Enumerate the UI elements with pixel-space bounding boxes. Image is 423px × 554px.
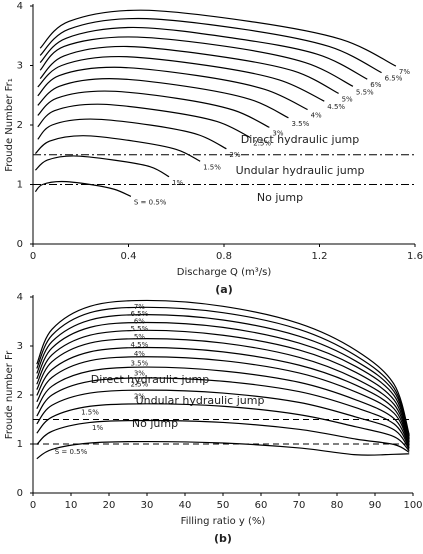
y-tick-label: 2 xyxy=(17,120,23,131)
curve xyxy=(36,440,410,460)
caption: (a) xyxy=(215,283,232,296)
curve-label: 4% xyxy=(134,350,145,358)
y-tick-label: 2 xyxy=(17,390,23,401)
y-tick-label: 4 xyxy=(17,292,23,303)
region-label: No jump xyxy=(132,417,178,430)
x-tick-label: 80 xyxy=(331,500,344,511)
region-label: Direct hydraulic jump xyxy=(91,373,210,386)
curve xyxy=(37,55,325,102)
curve xyxy=(36,321,410,440)
caption: (b) xyxy=(214,532,232,545)
curve-label: 6.5% xyxy=(385,75,403,83)
x-tick-label: 20 xyxy=(103,500,116,511)
curve-label: 3% xyxy=(272,129,283,137)
curve-label: 4% xyxy=(311,112,322,120)
curve xyxy=(34,155,170,178)
curve-label: S = 0.5% xyxy=(134,198,167,206)
y-tick-label: 0 xyxy=(17,239,23,250)
region-label: Undular hydraulic jump xyxy=(236,164,365,177)
curve-label: 1% xyxy=(172,179,183,187)
curve xyxy=(36,314,410,438)
curve xyxy=(39,26,368,80)
x-tick-label: 90 xyxy=(369,500,382,511)
x-tick-label: 100 xyxy=(403,500,422,511)
curve xyxy=(37,77,289,119)
region-label: No jump xyxy=(257,191,303,204)
curve-label: 6.5% xyxy=(131,310,149,318)
curve xyxy=(36,299,410,435)
x-tick-label: 70 xyxy=(293,500,306,511)
x-tick-label: 1.2 xyxy=(312,251,328,262)
curve xyxy=(36,356,410,446)
x-tick-label: 60 xyxy=(255,500,268,511)
curve xyxy=(34,135,201,162)
curve xyxy=(36,346,410,444)
curve-label: 4.5% xyxy=(327,103,345,111)
x-tick-label: 0 xyxy=(30,251,36,262)
curve-label: 2.5% xyxy=(131,380,149,388)
curve-label: 3.5% xyxy=(131,359,149,367)
y-tick-label: 3 xyxy=(17,341,23,352)
x-tick-label: 40 xyxy=(179,500,192,511)
x-tick-label: 10 xyxy=(65,500,78,511)
y-tick-label: 1 xyxy=(17,180,23,191)
y-axis-label: Froude number Fr xyxy=(4,350,15,439)
curve xyxy=(36,366,410,447)
curve-label: 3.5% xyxy=(291,120,309,128)
curve xyxy=(37,66,308,111)
x-axis-label: Discharge Q (m³/s) xyxy=(177,267,272,278)
x-tick-label: 0.4 xyxy=(121,251,137,262)
curve-label: 1% xyxy=(92,424,103,432)
curve xyxy=(36,419,410,453)
curve-label: 2.5% xyxy=(253,139,271,147)
region-label: Direct hydraulic jump xyxy=(241,133,360,146)
curve-label: 5.5% xyxy=(356,88,374,96)
curve-label: 7% xyxy=(134,303,145,311)
curve xyxy=(39,45,339,95)
x-tick-label: 1.6 xyxy=(407,251,423,262)
curve-label: 6% xyxy=(134,317,145,325)
curve xyxy=(39,17,382,74)
x-tick-label: 0 xyxy=(30,500,36,511)
curve-label: 7% xyxy=(399,68,410,76)
curve-label: 1.5% xyxy=(81,408,99,416)
curve-label: 4.5% xyxy=(131,341,149,349)
curve xyxy=(34,180,132,197)
y-tick-label: 4 xyxy=(17,1,23,12)
curve xyxy=(36,389,410,450)
curve-label: 3% xyxy=(134,370,145,378)
curve xyxy=(39,9,397,67)
curve xyxy=(37,118,227,150)
curve xyxy=(36,403,410,452)
curve-label: 6% xyxy=(370,81,381,89)
y-tick-label: 3 xyxy=(17,61,23,72)
curve xyxy=(36,338,410,443)
x-tick-label: 0.8 xyxy=(216,251,232,262)
curve-label: 5% xyxy=(342,95,353,103)
curve xyxy=(36,306,410,437)
curve xyxy=(37,90,270,128)
curve-label: S = 0.5% xyxy=(55,448,88,456)
y-tick-label: 0 xyxy=(17,488,23,499)
y-tick-label: 1 xyxy=(17,439,23,450)
curve-label: 5% xyxy=(134,333,145,341)
curve xyxy=(36,329,410,441)
curve-label: 2% xyxy=(134,392,145,400)
x-tick-label: 50 xyxy=(217,500,230,511)
curve-label: 5.5% xyxy=(131,325,149,333)
x-tick-label: 30 xyxy=(141,500,154,511)
x-axis-label: Filling ratio y (%) xyxy=(181,516,266,527)
curve xyxy=(36,377,410,449)
y-axis-label: Froude Number Fr₁ xyxy=(4,78,15,172)
curve xyxy=(37,103,251,139)
curve-label: 2% xyxy=(229,151,240,159)
curve-label: 1.5% xyxy=(203,163,221,171)
curve xyxy=(39,36,354,87)
